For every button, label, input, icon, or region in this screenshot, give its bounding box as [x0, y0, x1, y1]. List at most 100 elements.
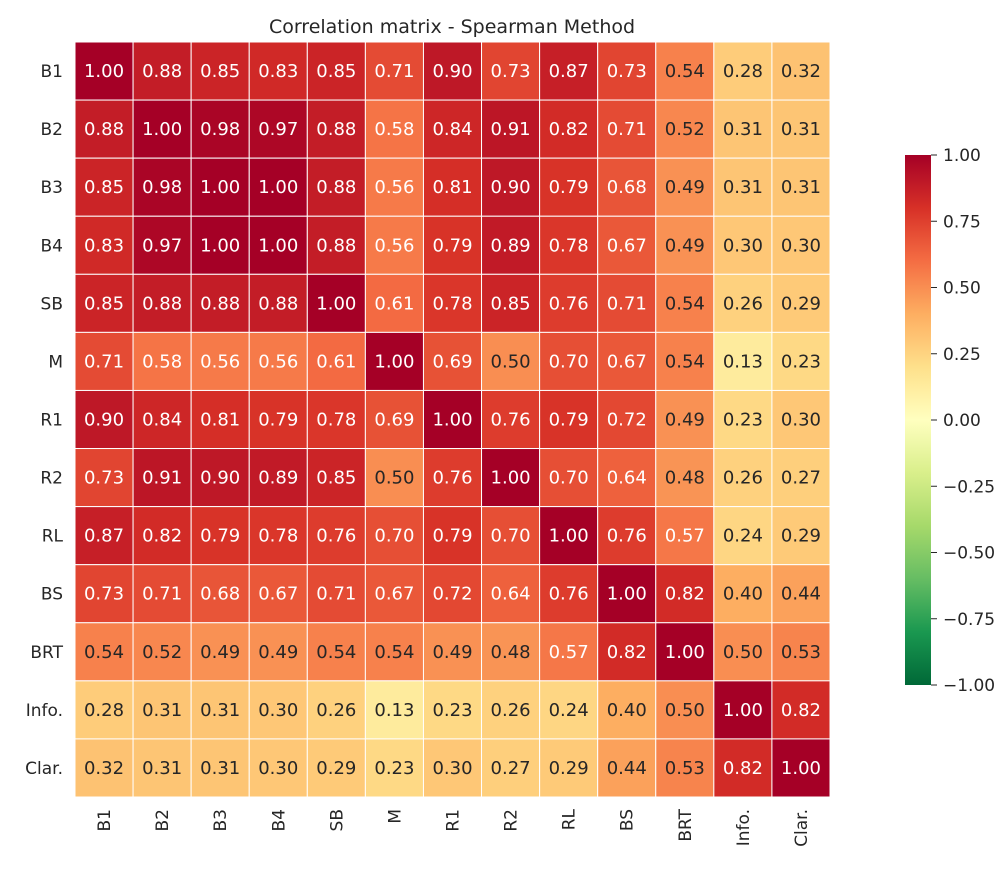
cell-value-label: 0.90	[491, 177, 531, 198]
cell-value-label: 0.82	[781, 700, 821, 721]
cell-value-label: 0.54	[374, 642, 414, 663]
cell-value-label: 0.98	[142, 177, 182, 198]
cell-value-label: 0.97	[258, 119, 298, 140]
cell-value-label: 0.13	[374, 700, 414, 721]
cell-value-label: 0.89	[258, 468, 298, 489]
heatmap-cell-B4-B3	[190, 215, 250, 275]
cell-value-label: 0.70	[374, 526, 414, 547]
heatmap-cell-Info.-SB	[306, 680, 366, 740]
cell-value-label: 0.87	[549, 61, 589, 82]
cell-value-label: 0.50	[491, 351, 531, 372]
heatmap-cell-R2-Clar.	[771, 448, 831, 508]
heatmap-cell-SB-B4	[248, 273, 308, 333]
heatmap-cell-Clar.-Info.	[713, 738, 773, 798]
cell-value-label: 0.53	[665, 758, 705, 779]
heatmap-cell-R2-B3	[190, 448, 250, 508]
cell-value-label: 0.82	[142, 526, 182, 547]
cell-value-label: 0.81	[432, 177, 472, 198]
heatmap-cell-BRT-RL	[539, 622, 599, 682]
heatmap-cell-R1-B4	[248, 389, 308, 450]
y-tick-label: Info.	[26, 701, 63, 721]
heatmap-cell-R2-BRT	[655, 448, 715, 508]
heatmap-cell-BS-R1	[422, 564, 483, 624]
heatmap-cell-BRT-B4	[248, 622, 308, 682]
cell-value-label: 0.72	[607, 410, 647, 431]
cell-value-label: 0.76	[316, 526, 356, 547]
cell-value-label: 0.31	[200, 700, 240, 721]
heatmap-cell-Clar.-M	[364, 738, 424, 798]
heatmap-cell-BRT-Clar.	[771, 622, 831, 682]
heatmap-cell-B1-Info.	[713, 41, 773, 101]
heatmap-cell-R1-B1	[74, 389, 134, 450]
heatmap-cell-B1-B2	[132, 41, 192, 101]
cell-value-label: 0.88	[316, 235, 356, 256]
cell-value-label: 0.31	[781, 177, 821, 198]
x-tick-label: B2	[153, 809, 173, 831]
heatmap-cell-B3-BRT	[655, 157, 715, 217]
cell-value-label: 0.49	[200, 642, 240, 663]
y-tick-label: RL	[42, 527, 64, 547]
heatmap-cell-R1-Clar.	[771, 389, 831, 450]
cell-value-label: 0.49	[258, 642, 298, 663]
cell-value-label: 0.24	[549, 700, 589, 721]
cell-value-label: 0.83	[258, 61, 298, 82]
heatmap-cell-B2-RL	[539, 99, 599, 159]
cell-value-label: 0.72	[432, 584, 472, 605]
cell-value-label: 0.57	[549, 642, 589, 663]
cell-value-label: 1.00	[723, 700, 763, 721]
cell-value-label: 0.91	[142, 468, 182, 489]
heatmap-cell-B2-R2	[481, 99, 541, 159]
heatmap-cell-M-R2	[481, 331, 541, 391]
heatmap-cell-BS-B2	[132, 564, 192, 624]
cell-value-label: 0.85	[200, 61, 240, 82]
heatmap-cell-BS-B4	[248, 564, 308, 624]
x-tick-label: R2	[502, 809, 522, 832]
cell-value-label: 0.54	[665, 61, 705, 82]
cell-value-label: 0.82	[723, 758, 763, 779]
heatmap-cell-RL-Info.	[713, 506, 773, 566]
y-tick-label: B4	[41, 236, 63, 256]
x-tick-label: B1	[95, 809, 115, 831]
cell-value-label: 0.50	[374, 468, 414, 489]
cell-value-label: 0.32	[84, 758, 124, 779]
colorbar-tick-label: 0.75	[943, 212, 981, 232]
cell-value-label: 0.49	[432, 642, 472, 663]
heatmap-cell-SB-B1	[74, 273, 134, 333]
cell-value-label: 0.90	[432, 61, 472, 82]
cell-value-label: 0.23	[432, 700, 472, 721]
cell-value-label: 0.85	[316, 468, 356, 489]
heatmap-cell-Clar.-B1	[74, 738, 134, 798]
cell-value-label: 0.56	[200, 351, 240, 372]
cell-value-label: 0.71	[607, 293, 647, 314]
heatmap-cell-M-SB	[306, 331, 366, 391]
heatmap-cell-B1-B3	[190, 41, 250, 101]
cell-value-label: 0.64	[491, 584, 531, 605]
heatmap-cell-M-RL	[539, 331, 599, 391]
cell-value-label: 0.29	[549, 758, 589, 779]
heatmap-cells: 1.00 0.88 0.85 0.83 0.85 0.71 0.90 0.73 0.87 0.73…	[74, 41, 831, 798]
cell-value-label: 0.78	[316, 410, 356, 431]
heatmap-cell-SB-R1	[422, 273, 483, 333]
cell-value-label: 0.52	[142, 642, 182, 663]
heatmap-cell-R2-RL	[539, 448, 599, 508]
cell-value-label: 0.56	[374, 235, 414, 256]
heatmap-cell-Info.-M	[364, 680, 424, 740]
cell-value-label: 0.26	[316, 700, 356, 721]
cell-value-label: 0.30	[781, 410, 821, 431]
heatmap-cell-BRT-B2	[132, 622, 192, 682]
heatmap-cell-BRT-R2	[481, 622, 541, 682]
heatmap-cell-SB-B3	[190, 273, 250, 333]
heatmap-cell-RL-B1	[74, 506, 134, 566]
heatmap-cell-R1-R1	[422, 389, 483, 450]
cell-value-label: 0.69	[432, 351, 472, 372]
heatmap-cell-M-Clar.	[771, 331, 831, 391]
heatmap-cell-Info.-B4	[248, 680, 308, 740]
cell-value-label: 0.88	[316, 119, 356, 140]
cell-value-label: 0.68	[607, 177, 647, 198]
heatmap-cell-B4-BRT	[655, 215, 715, 275]
y-tick-label: B1	[41, 62, 63, 82]
cell-value-label: 0.61	[316, 351, 356, 372]
heatmap-cell-R2-B4	[248, 448, 308, 508]
cell-value-label: 0.91	[491, 119, 531, 140]
cell-value-label: 0.29	[781, 293, 821, 314]
